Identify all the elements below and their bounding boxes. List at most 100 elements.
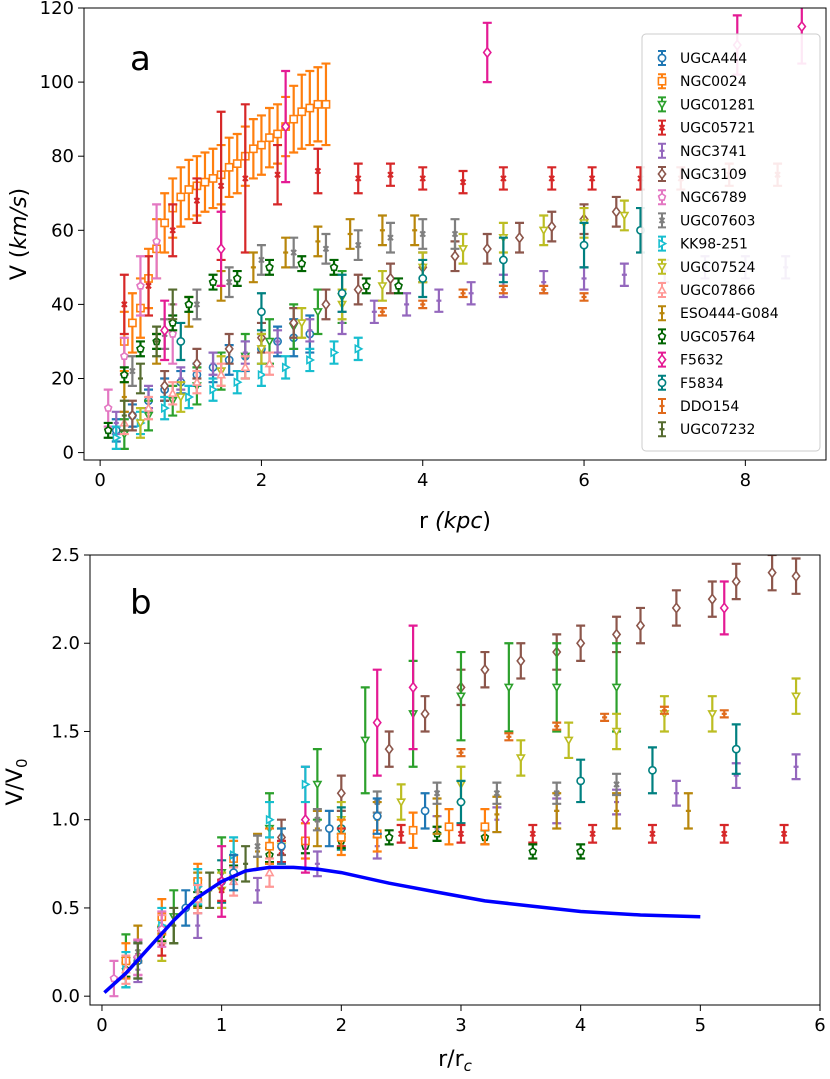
panel-a-data-point [257,369,267,380]
panel-b-data-point [731,575,741,588]
panel-b-data-point [372,716,382,729]
panel-b-data-point [384,832,394,842]
panel-a-data-point [129,367,136,375]
legend-entry: UGC07232 [658,421,755,438]
panel-a-data-point [127,409,138,422]
panel-a-y-tick-label: 40 [51,294,74,315]
panel-a-data-point [321,99,331,109]
panel-a-data-point [240,362,251,372]
legend-marker-icon [658,217,666,224]
panel-a-data-point [209,384,219,395]
panel-a-data-point [387,234,394,241]
panel-b-data-point [791,570,801,583]
panel-b-data-point [312,780,323,790]
panel-a-data-point [265,133,274,143]
panel-b-data-point [336,787,346,800]
panel-b-data-point [396,798,407,808]
panel-a-data-point [419,230,426,238]
legend-label: F5632 [680,353,724,369]
panel-b-series-UGC07524 [156,677,802,962]
panel-b-y-tick-label: 0.0 [51,986,80,1007]
panel-b-data-point [635,619,646,632]
panel-b-data-point [314,816,321,823]
panel-b-data-point [456,797,466,807]
panel-b-data-point [480,822,490,832]
legend-entry: KK98-251 [658,235,748,253]
panel-b-x-tick-label: 4 [575,1015,586,1036]
panel-b-marks [109,555,802,998]
panel-a-series-NGC0024 [119,62,331,373]
panel-a-data-point [354,343,364,354]
legend-marker-icon [658,238,668,249]
legend-frame [641,33,821,452]
panel-a-data-point [200,177,210,187]
panel-b-y-tick-label: 0.5 [51,898,80,919]
panel-b-x-tick-label: 3 [455,1015,466,1036]
legend-marker-icon [657,284,667,294]
panel-a-series-UGC07232 [119,288,178,432]
panel-a-y-tick-label: 80 [51,146,74,167]
panel-a-data-point [225,278,233,286]
panel-b-x-tick-label: 6 [814,1015,825,1036]
panel-a-data-point [193,197,201,204]
panel-b-data-point [372,811,382,821]
panel-a-data-point [168,318,178,327]
panel-a-data-point [168,329,178,338]
panel-a-data-point [289,114,299,124]
panel-b-data-point [408,681,418,694]
panel-b-data-point [649,830,656,838]
panel-a-data-point [305,103,315,113]
panel-b-x-tick-label: 2 [336,1015,347,1036]
panel-b-y-axis-label: V/V0 [3,758,31,805]
panel-a-data-point [290,249,297,256]
panel-b-data-point [265,814,275,825]
legend-entry: DDO154 [658,398,739,415]
panel-a-series-NGC6789 [103,203,178,428]
panel-a-legend: UGCA444 NGC0024 UGC01281 UGC05721 NGC3741 NGC… [641,33,821,452]
panel-a-data-point [296,319,307,329]
panel-b-data-point [408,825,418,835]
legend-entry: ESO444-G084 [658,305,779,322]
panel-a-data-point [119,351,129,361]
panel-a-data-point [385,272,396,285]
panel-a-data-point [322,245,330,253]
panel-b-data-point [277,841,286,851]
panel-a-series-KK98-251 [111,336,364,450]
panel-b-data-point [444,822,454,832]
panel-a-data-point [242,175,249,182]
panel-b-data-point [576,846,586,856]
panel-a-data-point [419,175,426,182]
panel-a-data-point [329,262,339,272]
legend-marker-icon [657,168,667,180]
panel-a-chart: 0 2 4 6 8 0 20 40 60 80 100 120 a r (kpc) V (km/s)… [7,0,827,534]
panel-b-y-tick-label: 1.0 [51,810,80,831]
panel-b-model-curve [103,865,701,994]
panel-a-data-point [281,120,291,133]
panel-a-data-point [167,388,178,397]
legend-label: UGC01281 [680,97,755,113]
legend-label: UGC05721 [680,121,755,137]
panel-a-data-point [498,255,508,265]
panel-b-series-UGC01281 [120,642,622,989]
panel-a-data-point [588,175,596,182]
panel-a-data-point [482,242,492,255]
panel-b-data-point [324,824,334,833]
panel-a-series-F5834 [176,206,645,362]
panel-b-y-tick-label: 1.5 [51,721,80,742]
legend-marker-icon [657,331,667,341]
panel-a-data-point [361,281,371,290]
legend-marker-icon [657,263,667,273]
panel-a-data-point [548,175,556,182]
panel-b-series-F5834 [217,723,741,904]
panel-a-data-point [313,99,323,109]
panel-b-y-tick-label: 2.0 [51,633,80,654]
panel-a-data-point [224,162,234,172]
legend-marker-icon [657,100,667,110]
panel-b-data-point [780,830,788,838]
panel-b-data-point [611,628,622,641]
legend-marker-icon [657,378,667,388]
legend-marker-icon [657,353,667,366]
panel-a-data-point [353,283,363,296]
panel-b-data-point [611,683,622,693]
panel-a-data-point [354,241,362,249]
